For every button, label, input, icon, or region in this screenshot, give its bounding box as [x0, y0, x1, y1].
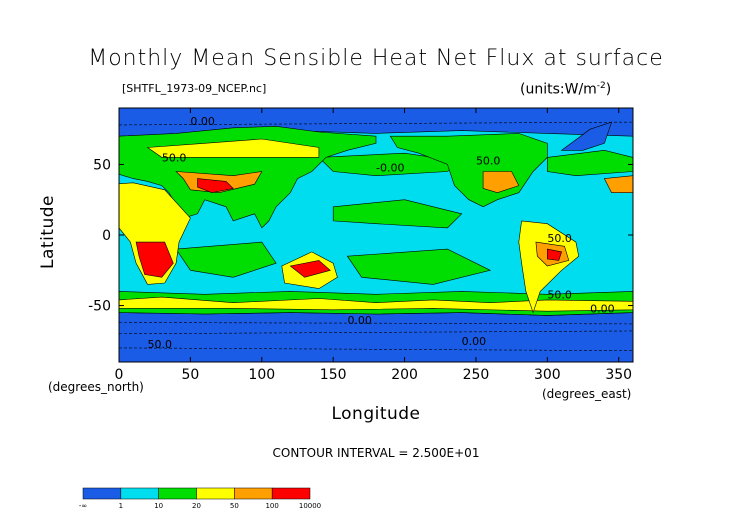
contour-label: 50.0: [547, 289, 572, 302]
contour-line: [119, 330, 633, 335]
legend-label: 1: [119, 502, 123, 510]
greenland: [560, 121, 613, 151]
x-tick-label: 50: [181, 367, 199, 383]
y-unit-note: (degrees_north): [48, 380, 144, 394]
x-tick-label: 100: [248, 367, 275, 383]
x-tick-label: 200: [391, 367, 418, 383]
central-asia-red: [197, 178, 234, 194]
contour-label: 50.0: [148, 338, 173, 351]
x-tick-label: 300: [534, 367, 561, 383]
southern-yellow-band: [119, 296, 633, 312]
legend-swatch: [234, 487, 273, 500]
contour-label: 0.00: [462, 335, 487, 348]
legend-label: 20: [192, 502, 201, 510]
contour-line: [119, 322, 633, 325]
x-tick-label: 250: [463, 367, 490, 383]
contour-line: [119, 347, 633, 352]
legend-label: 50: [230, 502, 239, 510]
legend-swatch: [120, 487, 159, 500]
contour-label: 0.00: [190, 115, 215, 128]
x-unit-note: (degrees_east): [542, 387, 632, 401]
legend-label: -∞: [79, 502, 87, 510]
south-america-red: [547, 248, 562, 261]
dataset-label: [SHTFL_1973-09_NCEP.nc]: [122, 82, 267, 95]
map-fields: 0.00 50.0 -0.00 50.0 0.00 50.0 0.00 50.0 50.0 0.0…: [119, 108, 633, 362]
north-pacific-band: [318, 152, 463, 177]
legend-label: 100: [265, 502, 278, 510]
y-axis-label: Latitude: [38, 195, 58, 269]
australia-red: [289, 260, 331, 278]
x-axis-label: Longitude: [331, 404, 421, 424]
contour-label: -0.00: [376, 162, 404, 175]
legend-swatch: [271, 487, 311, 500]
siberia-yellow: [146, 138, 320, 158]
north-atlantic-band: [547, 149, 633, 177]
legend-label: 10: [154, 502, 163, 510]
contour-line: [119, 121, 633, 126]
legend-swatch: [196, 487, 235, 500]
x-tick-label: 350: [605, 367, 632, 383]
chart-title: Monthly Mean Sensible Heat Net Flux at s…: [88, 46, 664, 71]
contour-label: 0.00: [347, 314, 372, 327]
indian-ocean-patch: [175, 241, 277, 278]
africa-landmass: [119, 182, 191, 285]
y-tick-label: 0: [102, 228, 111, 244]
legend-swatch: [158, 487, 197, 500]
contour-label: 50.0: [162, 152, 187, 165]
y-tick-label: -50: [88, 299, 111, 315]
north-america-orange: [482, 171, 520, 194]
contour-label: 50.0: [547, 232, 572, 245]
x-tick-label: 150: [320, 367, 347, 383]
africa-red: [135, 241, 174, 278]
south-america-landmass: [518, 220, 580, 314]
contour-interval: CONTOUR INTERVAL = 2.500E+01: [272, 446, 480, 460]
legend-label: 10000: [299, 502, 321, 510]
south-pacific-patch: [346, 248, 492, 285]
tropical-pacific-patch: [332, 199, 463, 229]
legend-swatch: [82, 487, 122, 500]
antarctic-band: [119, 312, 633, 362]
x-tick-label: 0: [115, 367, 124, 383]
contour-label: 0.00: [590, 303, 615, 316]
y-tick-label: 50: [93, 157, 111, 173]
contour-label: 50.0: [476, 154, 501, 167]
units-label: (units:W/m-2): [520, 81, 612, 98]
iberia-orange: [603, 175, 633, 193]
